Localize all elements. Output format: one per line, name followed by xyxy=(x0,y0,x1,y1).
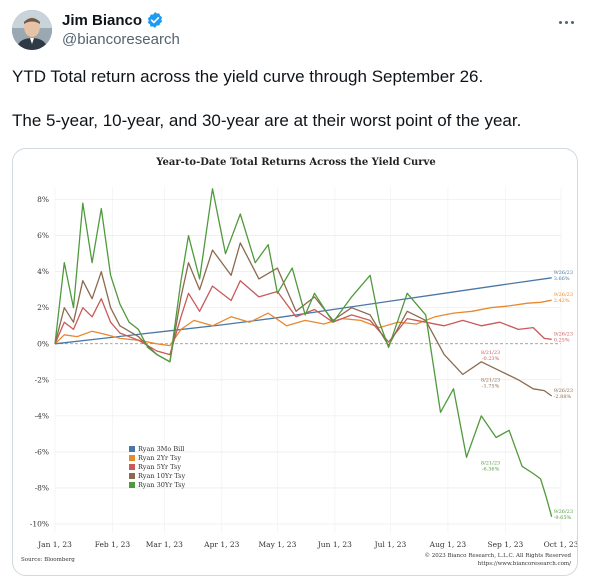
chart-data-labels: 9/26/233.66%9/26/232.42%9/26/230.25%9/26… xyxy=(481,270,573,521)
end-label-date: 9/26/23 xyxy=(554,270,573,276)
low-label-value: -0.23% xyxy=(482,356,500,362)
y-tick-label: -6% xyxy=(35,447,49,456)
tweet-text: YTD Total return across the yield curve … xyxy=(12,66,582,132)
x-tick-label: May 1, 23 xyxy=(258,540,296,549)
more-options-icon[interactable] xyxy=(553,12,579,32)
end-label-value: 3.66% xyxy=(554,276,570,282)
end-label-value: -2.88% xyxy=(554,394,572,400)
series-line-ryan-2yr-tsy xyxy=(54,299,552,347)
low-label-value: -6.36% xyxy=(482,466,500,472)
y-tick-label: -2% xyxy=(35,375,49,384)
low-label-date: 8/21/23 xyxy=(481,377,500,383)
chart-website[interactable]: https://www.biancoresearch.com/ xyxy=(478,561,571,567)
chart-title: Year-to-Date Total Returns Across the Yi… xyxy=(155,157,435,168)
end-label-value: 0.25% xyxy=(554,337,570,343)
end-label-value: 2.42% xyxy=(554,298,570,304)
end-label-date: 9/26/23 xyxy=(554,292,573,298)
y-tick-label: 2% xyxy=(37,303,49,312)
x-tick-label: Sep 1, 23 xyxy=(487,540,523,549)
end-label-value: -9.65% xyxy=(554,515,572,521)
y-tick-label: 6% xyxy=(37,231,49,240)
author-display-name[interactable]: Jim Bianco xyxy=(62,11,143,29)
low-label-date: 8/21/23 xyxy=(481,460,500,466)
y-tick-label: -10% xyxy=(30,519,49,528)
tweet-line-1: YTD Total return across the yield curve … xyxy=(12,67,484,86)
chart-svg: Year-to-Date Total Returns Across the Yi… xyxy=(21,157,578,567)
x-tick-label: Aug 1, 23 xyxy=(429,540,467,549)
x-tick-label: Feb 1, 23 xyxy=(95,540,131,549)
legend-swatch xyxy=(129,482,135,488)
x-tick-label: Oct 1, 23 xyxy=(544,540,578,549)
y-tick-label: -8% xyxy=(35,483,49,492)
legend-label: Ryan 10Yr Tsy xyxy=(138,472,186,480)
chart-source: Source: Bloomberg xyxy=(21,557,75,563)
end-label-date: 9/26/23 xyxy=(554,388,573,394)
x-tick-label: Mar 1, 23 xyxy=(146,540,183,549)
x-tick-label: Jan 1, 23 xyxy=(37,540,72,549)
author-name-row: Jim Bianco xyxy=(62,10,164,30)
chart-series xyxy=(54,188,553,517)
x-tick-label: Apr 1, 23 xyxy=(203,540,239,549)
tweet-media-chart[interactable]: Year-to-Date Total Returns Across the Yi… xyxy=(12,148,578,576)
legend-swatch xyxy=(129,473,135,479)
x-tick-label: Jun 1, 23 xyxy=(317,540,352,549)
legend-label: Ryan 30Yr Tsy xyxy=(138,481,186,489)
x-axis-ticks: Jan 1, 23 Feb 1, 23 Mar 1, 23 Apr 1, 23 May … xyxy=(37,540,578,549)
y-axis-ticks: 8% 6% 4% 2% 0% -2% -4% -6% -8% -10% xyxy=(30,195,49,528)
legend-swatch xyxy=(129,464,135,470)
chart-grid xyxy=(54,187,562,533)
series-line-ryan-30yr-tsy xyxy=(54,188,553,517)
x-tick-label: Jul 1, 23 xyxy=(374,540,407,549)
legend-swatch xyxy=(129,446,135,452)
chart-copyright: © 2023 Bianco Research, L.L.C. All Right… xyxy=(424,552,571,559)
legend-label: Ryan 5Yr Tsy xyxy=(138,463,181,471)
avatar-icon[interactable] xyxy=(12,10,52,50)
legend-label: Ryan 2Yr Tsy xyxy=(138,454,181,462)
legend-swatch xyxy=(129,455,135,461)
y-tick-label: 4% xyxy=(37,267,49,276)
low-label-value: -1.75% xyxy=(482,383,500,389)
author-handle[interactable]: @biancoresearch xyxy=(62,31,180,48)
tweet-line-2: The 5-year, 10-year, and 30-year are at … xyxy=(12,111,522,130)
verified-badge-icon xyxy=(147,12,163,28)
end-label-date: 9/26/23 xyxy=(554,509,573,515)
y-tick-label: -4% xyxy=(35,411,49,420)
series-line-ryan-10yr-tsy xyxy=(54,242,553,397)
series-line-ryan-5yr-tsy xyxy=(54,280,552,356)
y-tick-label: 8% xyxy=(37,195,49,204)
legend-label: Ryan 3Mo Bill xyxy=(138,445,184,453)
end-label-date: 9/26/23 xyxy=(554,331,573,337)
low-label-date: 8/21/23 xyxy=(481,350,500,356)
y-tick-label: 0% xyxy=(37,339,49,348)
